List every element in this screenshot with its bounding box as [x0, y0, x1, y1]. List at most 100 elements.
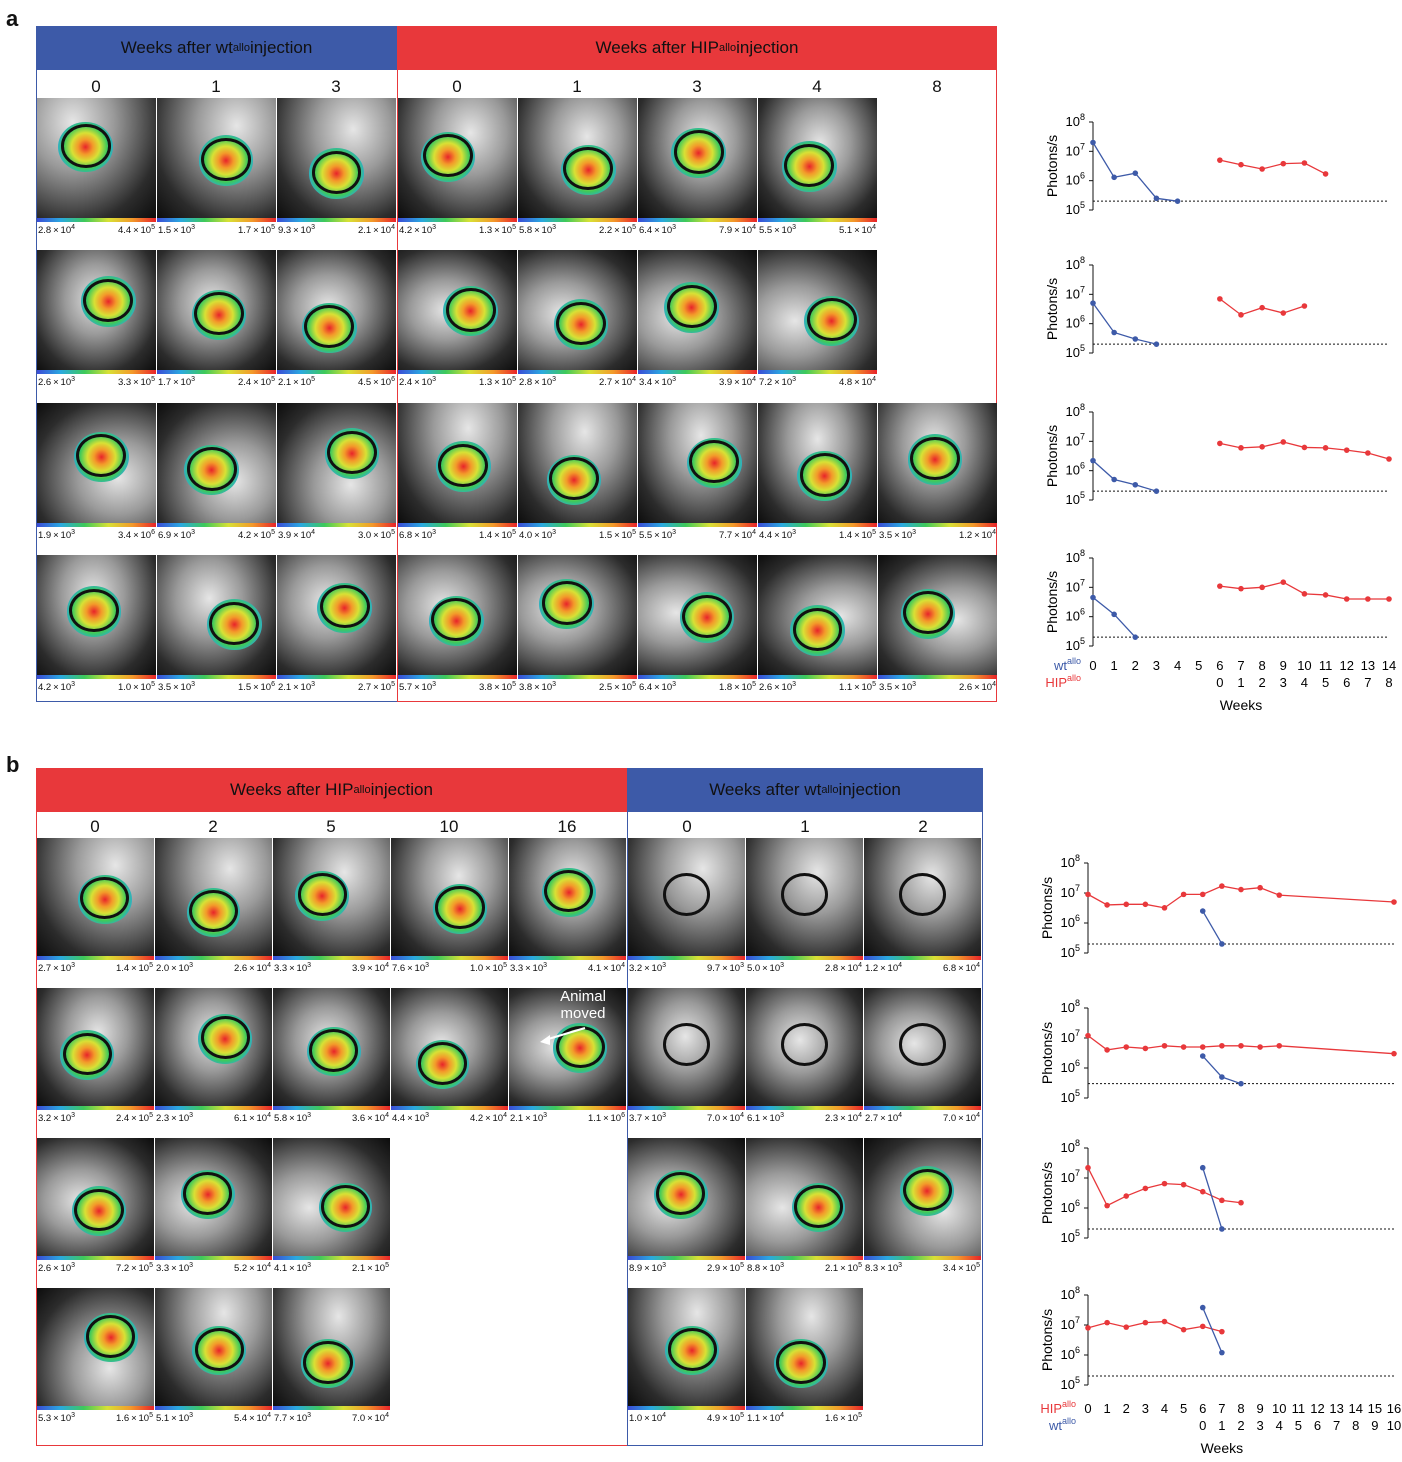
plot-6-series-0-point-6 — [1199, 1188, 1206, 1195]
panel-b-row0-hip-scale-max-0: 1.4 × 105 — [115, 962, 153, 975]
plot-7-series-0-point-6 — [1199, 1323, 1206, 1330]
panel-a-row2-wt-scale-min-1: 6.9 × 103 — [158, 529, 196, 542]
panel-a-row2-wt-scale-max-2: 3.0 × 105 — [357, 529, 395, 542]
panel-b-row0-hip-image-4 — [509, 838, 626, 956]
panel-a-row2-wt-image-0 — [37, 403, 156, 523]
panel-b-xaxis-row1-tick-7: 7 — [1218, 1401, 1225, 1416]
panel-a-row2-hip-scale-max-1: 1.5 × 105 — [598, 529, 636, 542]
plot-1-ytick-label-2: 107 — [1066, 284, 1085, 301]
plot-6-ylabel: Photons/s — [1039, 1162, 1055, 1224]
panel-a-row1-wt-colorbar-1 — [157, 370, 276, 374]
panel-b-xaxis-row1-tick-12: 12 — [1310, 1401, 1324, 1416]
panel-a-row2-hip-image-3 — [758, 403, 877, 523]
panel-b-row1-wt-colorbar-2 — [864, 1106, 981, 1110]
panel-a-row0-wt-colorbar-1 — [157, 218, 276, 222]
panel-b-xaxis-row2-tick-5: 5 — [1295, 1418, 1302, 1433]
plot-5-ytick-label-1: 106 — [1061, 1058, 1080, 1075]
panel-a-week-wt-1: 1 — [211, 77, 221, 96]
plot-4-ytick-label-0: 105 — [1061, 943, 1080, 960]
plot-2-series-1-point-6 — [1343, 447, 1350, 453]
panel-b-row3-wt-scale-max-0: 4.9 × 105 — [706, 1412, 744, 1425]
panel-b-row0-wt-image-2 — [864, 838, 981, 956]
plot-0-series-1-point-1 — [1238, 161, 1244, 168]
panel-b-row1-hip-scale-min-1: 2.3 × 103 — [156, 1112, 194, 1125]
panel-b-xaxis-row1-tick-16: 16 — [1387, 1401, 1401, 1416]
panel-a-row2-hip-image-3-ring — [799, 453, 850, 497]
panel-a-row1-wt-scale-max-0: 3.3 × 105 — [117, 376, 155, 389]
panel-a-row0-hip-image-2-ring — [673, 130, 724, 174]
plot-3-series-1-point-2 — [1259, 584, 1265, 591]
panel-a-row3-hip-colorbar-1 — [518, 675, 637, 679]
plot-2-series-1-point-7 — [1365, 450, 1371, 456]
plot-0-series-1-point-0 — [1217, 157, 1223, 163]
panel-b-row1-hip-colorbar-1 — [155, 1106, 272, 1110]
plot-0-series-0-point-0 — [1090, 139, 1096, 146]
plot-7-series-0-point-3 — [1142, 1319, 1149, 1326]
plot-4-series-0-point-3 — [1142, 901, 1149, 908]
panel-a-row3-hip-image-4 — [878, 555, 997, 675]
panel-a-xaxis-row1-tick-9: 9 — [1280, 658, 1287, 673]
panel-a-row1-wt-colorbar-2 — [277, 370, 396, 374]
panel-b-xaxis-row1-tick-8: 8 — [1237, 1401, 1244, 1416]
panel-a-row3-hip-scale-min-4: 3.5 × 103 — [879, 681, 917, 694]
panel-b-xaxis-row1-tick-13: 13 — [1329, 1401, 1343, 1416]
panel-b-row2-hip-colorbar-2 — [273, 1256, 390, 1260]
plot-6-series-0-point-8 — [1238, 1199, 1244, 1206]
plot-5: 105 106 107 108 Photons/s — [1039, 998, 1397, 1105]
panel-a-row3-hip-scale-min-1: 3.8 × 103 — [519, 681, 557, 694]
plot-5-series-0-point-5 — [1180, 1044, 1187, 1050]
panel-b-row0-hip-colorbar-4 — [509, 956, 626, 960]
plot-1-series-0-point-3 — [1153, 341, 1160, 347]
panel-a-week-hip-1: 1 — [572, 77, 582, 96]
panel-b-xaxis-row1-tick-6: 6 — [1199, 1401, 1206, 1416]
plot-5-series-0-point-9 — [1257, 1044, 1263, 1050]
panel-a-xaxis-row2-tick-3: 3 — [1280, 675, 1287, 690]
panel-b-xaxis-row1-tick-1: 1 — [1104, 1401, 1111, 1416]
panel-b-row1-hip-colorbar-3 — [391, 1106, 508, 1110]
panel-b-row0-hip-image-0 — [37, 838, 154, 956]
panel-b-week-hip-1: 2 — [208, 817, 218, 836]
panel-b-week-hip-2: 5 — [326, 817, 336, 836]
panel-b-row3-wt-colorbar-0 — [628, 1406, 745, 1410]
panel-b-row0-hip-scale-max-3: 1.0 × 105 — [469, 962, 507, 975]
panel-b-row0-wt-scale-min-0: 3.2 × 103 — [629, 962, 667, 975]
panel-a-xaxis-row2-tick-8: 8 — [1385, 675, 1392, 690]
panel-a-xaxis-row2-tick-0: 0 — [1216, 675, 1223, 690]
plot-6-series-0-point-3 — [1142, 1185, 1149, 1192]
plot-3-series-1-point-8 — [1386, 596, 1392, 602]
plot-1-ytick-label-3: 108 — [1066, 255, 1085, 272]
panel-a-row3-wt-scale-max-0: 1.0 × 105 — [117, 681, 155, 694]
plot-4-series-1-point-0 — [1199, 908, 1206, 914]
panel-b-row0-wt-colorbar-0 — [628, 956, 745, 960]
panel-a-row1-wt-colorbar-0 — [37, 370, 156, 374]
panel-a-row1-wt-scale-max-2: 4.5 × 106 — [357, 376, 395, 389]
panel-b-row0-hip-colorbar-3 — [391, 956, 508, 960]
panel-a-row3-wt-image-2 — [277, 555, 396, 675]
panel-b-row3-wt-colorbar-1 — [746, 1406, 863, 1410]
plot-6-ytick-label-2: 107 — [1061, 1168, 1080, 1185]
panel-b-xaxis-row2-tick-9: 9 — [1371, 1418, 1378, 1433]
panel-a-row3-hip-image-3 — [758, 555, 877, 675]
panel-a-row0-wt-image-0 — [37, 98, 156, 218]
plot-1-series-1-point-4 — [1301, 303, 1308, 309]
panel-a-row0-hip-image-0 — [398, 98, 517, 218]
panel-b-row0-wt-colorbar-1 — [746, 956, 863, 960]
plot-1: 105 106 107 108 Photons/s — [1044, 255, 1389, 360]
plot-0-series-1-line — [1219, 159, 1326, 175]
panel-b-xaxis-row2-tick-10: 10 — [1387, 1418, 1401, 1433]
panel-b-row1-wt-image-0 — [628, 988, 745, 1106]
panel-b-row1-hip-image-2 — [273, 988, 390, 1106]
panel-a-row2-wt-scale-min-2: 3.9 × 104 — [278, 529, 316, 542]
panel-a-xaxis-row1-tick-7: 7 — [1237, 658, 1244, 673]
plot-5-ylabel: Photons/s — [1039, 1022, 1055, 1084]
panel-b-row1-hip-image-1 — [155, 988, 272, 1106]
panel-a-row1-hip-scale-max-1: 2.7 × 104 — [598, 376, 636, 389]
panel-b-row2-hip-colorbar-0 — [37, 1256, 154, 1260]
plot-1-ytick-label-0: 105 — [1066, 343, 1085, 360]
plot-6-series-1-point-1 — [1219, 1226, 1225, 1232]
panel-b-row3-wt-scale-min-0: 1.0 × 104 — [629, 1412, 667, 1425]
panel-a-row3-wt-image-0 — [37, 555, 156, 675]
panel-b-row2-hip-scale-min-0: 2.6 × 103 — [38, 1262, 76, 1275]
panel-a-row0-wt-colorbar-2 — [277, 218, 396, 222]
panel-b-row1-wt-scale-max-2: 7.0 × 104 — [942, 1112, 980, 1125]
